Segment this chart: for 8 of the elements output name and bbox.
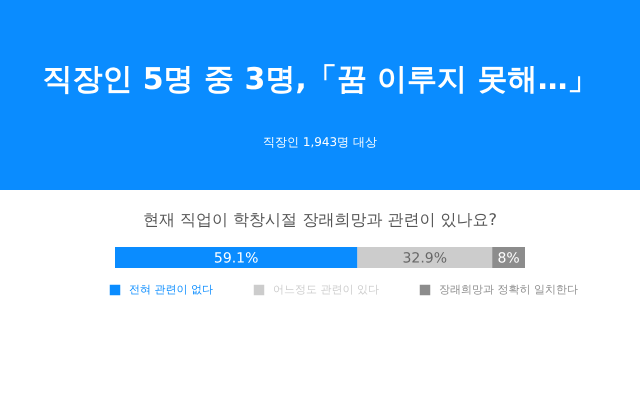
data-label: 32.9% [402, 250, 447, 266]
data-label: 8% [497, 250, 520, 266]
text: 현재 직업이 학창시절 장래희망과 관련이 있나요? [143, 210, 497, 229]
legend-label: 전혀 관련이 없다 [129, 283, 213, 296]
legend-label: 장래희망과 정확히 일치한다 [439, 283, 578, 296]
chart-title: 직장인 5명 중 3명,「꿈 이루지 못해…」 [42, 62, 598, 97]
chart-subtitle: 직장인 1,943명 대상 [263, 135, 377, 149]
data-label: 59.1% [214, 250, 258, 266]
